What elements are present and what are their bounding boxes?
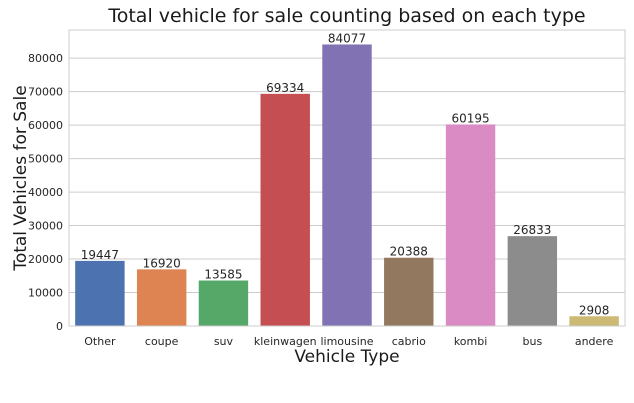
- y-tick-label: 40000: [28, 186, 63, 199]
- bar-coupe: [136, 269, 187, 326]
- x-tick-label: coupe: [145, 335, 179, 348]
- labels-layer: 19447 16920 13585 69334 84077 20388 60195 26833…: [81, 31, 610, 317]
- y-tick-label: 50000: [28, 153, 63, 166]
- y-tick-label: 30000: [28, 220, 63, 233]
- bar-limousine: [322, 44, 372, 326]
- y-tick-label: 0: [56, 320, 63, 333]
- bar-value-label: 2908: [579, 303, 610, 317]
- bar-value-label: 26833: [513, 223, 551, 237]
- y-tick-label: 10000: [28, 287, 63, 300]
- bar-value-label: 84077: [328, 31, 366, 45]
- bar-suv: [198, 280, 249, 326]
- x-tick-label: limousine: [320, 335, 373, 348]
- x-tick-label: suv: [214, 335, 234, 348]
- x-axis-label: Vehicle Type: [294, 347, 399, 367]
- x-tick-label: kombi: [454, 335, 487, 348]
- bar-value-label: 19447: [81, 248, 119, 262]
- y-tick-label: 20000: [28, 253, 63, 266]
- y-tick-label: 80000: [28, 52, 63, 65]
- x-tick-label: cabrio: [392, 335, 426, 348]
- bar-cabrio: [384, 257, 434, 326]
- y-tick-label: 70000: [28, 86, 63, 99]
- bars-layer: [75, 44, 619, 326]
- x-tick-label: andere: [575, 335, 614, 348]
- bar-value-label: 60195: [451, 111, 489, 125]
- bar-bus: [507, 236, 558, 326]
- x-tick-label: bus: [522, 335, 542, 348]
- bar-value-label: 69334: [266, 81, 304, 95]
- plot-frame: [68, 29, 626, 327]
- x-tick-labels: Other coupe suv kleinwagen limousine cabrio ko…: [84, 335, 613, 348]
- bar-value-label: 13585: [204, 268, 242, 282]
- x-tick-label: kleinwagen: [254, 335, 317, 348]
- bar-kleinwagen: [260, 93, 310, 326]
- bar-kombi: [445, 124, 496, 326]
- bar-value-label: 20388: [390, 245, 428, 259]
- chart-title: Total vehicle for sale counting based on…: [107, 5, 585, 27]
- bar-other: [75, 260, 125, 326]
- y-tick-label: 60000: [28, 119, 63, 132]
- bar-andere: [569, 316, 619, 326]
- x-tick-label: Other: [84, 335, 116, 348]
- y-tick-labels: 0 10000 20000 30000 40000 50000 60000 70000 8000…: [28, 52, 63, 333]
- y-axis-label: Total Vehicles for Sale: [11, 85, 31, 271]
- bar-value-label: 16920: [143, 256, 181, 270]
